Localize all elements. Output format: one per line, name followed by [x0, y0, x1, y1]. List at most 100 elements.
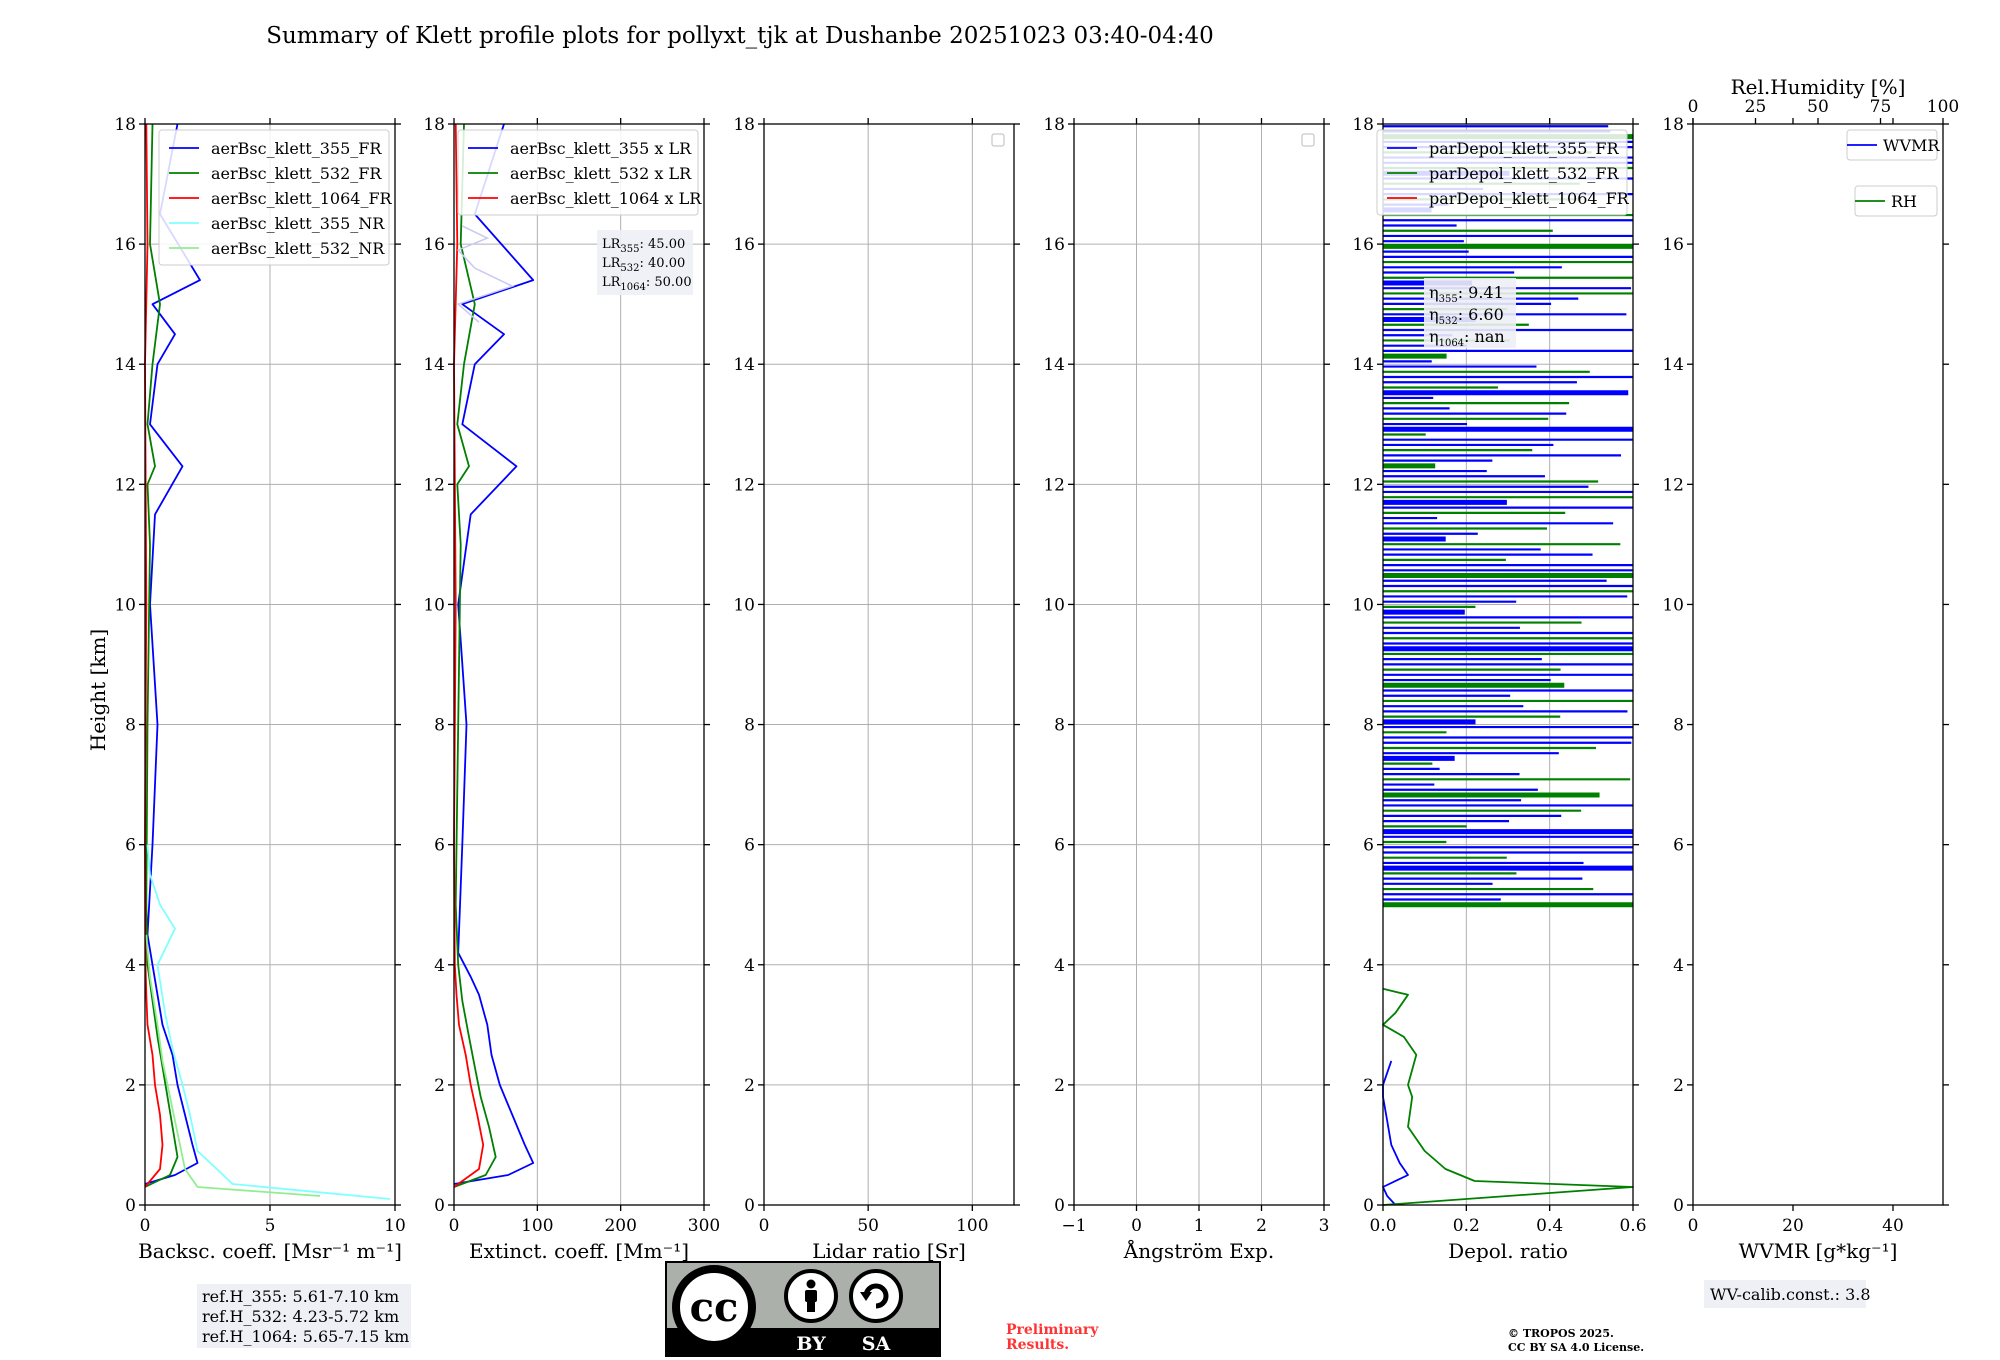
axes-frame [453, 123, 705, 1206]
x-tick-label: 40 [1882, 1216, 1904, 1236]
y-tick-label: 14 [1352, 355, 1374, 375]
reference-height-text: ref.H_532: 4.23-5.72 km [202, 1307, 399, 1326]
legend-box [1376, 129, 1628, 216]
series-line-aerBsc_klett_355_NR [146, 844, 391, 1200]
y-tick-label: 16 [1043, 235, 1065, 255]
y-tick-label: 4 [434, 956, 445, 976]
x2-tick-label: 0 [1688, 97, 1699, 117]
axes-frame [1382, 123, 1634, 1206]
annotation-value: : 50.00 [646, 275, 692, 290]
legend-RH: RH [1854, 185, 1938, 217]
y-tick-label: 6 [1054, 836, 1065, 856]
legend: aerBsc_klett_355 x LR aerBsc_klett_532 x … [457, 129, 702, 216]
legend-label: aerBsc_klett_355_FR [211, 139, 382, 158]
extinction-panel: 0 2 4 6 8 10 12 14 16 18 0 100 200 300 Extinct. coeff.… [423, 115, 720, 1263]
y-tick-label: 18 [114, 115, 136, 135]
axes-frame [1692, 123, 1944, 1206]
y-tick-label: 18 [423, 115, 445, 135]
y-tick-label: 8 [1054, 716, 1065, 736]
y-tick-label: 0 [125, 1196, 136, 1216]
x-axis-label: Ångström Exp. [1123, 1238, 1274, 1263]
empty-legend-box [1301, 133, 1315, 147]
y-tick-label: 14 [1662, 355, 1684, 375]
x-tick-label: 100 [956, 1216, 988, 1236]
depol-cloud-streaks [1383, 125, 1633, 908]
reference-height-text: ref.H_1064: 5.65-7.15 km [202, 1327, 409, 1346]
annotation-value: : nan [1464, 327, 1505, 346]
x2-tick-label: 25 [1745, 97, 1767, 117]
x-tick-label: 300 [688, 1216, 720, 1236]
series-line-parDepol_klett_532_FR [1382, 987, 1634, 1206]
annotation-line: η1064: nan [1429, 327, 1505, 349]
series-line-aerBsc_klett_355_FR [144, 123, 201, 1185]
y-tick-label: 10 [1043, 595, 1065, 615]
x-tick-label: 50 [857, 1216, 879, 1236]
copyright-line-2: CC BY SA 4.0 License. [1508, 1341, 1644, 1354]
preliminary-line-1: Preliminary [1006, 1322, 1099, 1338]
x2-tick-label: 50 [1807, 97, 1829, 117]
y-tick-label: 6 [1673, 836, 1684, 856]
annotation-base: η [1429, 327, 1439, 346]
y-tick-label: 0 [1363, 1196, 1374, 1216]
y-tick-label: 8 [1363, 716, 1374, 736]
y-tick-label: 14 [114, 355, 136, 375]
x-tick-label: −1 [1061, 1216, 1086, 1236]
x-tick-label: 3 [1319, 1216, 1330, 1236]
series-line-aerBsc_klett_532_FR [144, 123, 179, 1188]
y-tick-label: 8 [744, 716, 755, 736]
annotation-subscript: 1064 [620, 282, 645, 293]
annotation-value: : 6.60 [1458, 305, 1504, 324]
y-tick-label: 2 [1673, 1076, 1684, 1096]
y-tick-label: 6 [744, 836, 755, 856]
y-tick-label: 14 [423, 355, 445, 375]
y-tick-label: 14 [1043, 355, 1065, 375]
y-tick-label: 16 [114, 235, 136, 255]
legend: parDepol_klett_355_FR parDepol_klett_532_… [1376, 129, 1630, 216]
legend-label: parDepol_klett_355_FR [1429, 139, 1620, 158]
y-tick-label: 6 [125, 836, 136, 856]
y-tick-label: 0 [1673, 1196, 1684, 1216]
x-tick-label: 0 [449, 1216, 460, 1236]
legend-label: WVMR [1883, 136, 1940, 155]
x-tick-label: 0 [1131, 1216, 1142, 1236]
annotation-line: LR355: 45.00 [602, 237, 685, 255]
x-tick-label: 5 [265, 1216, 276, 1236]
annotation-bg [197, 1284, 411, 1348]
annotation-subscript: 532 [1439, 316, 1458, 327]
legend-label: parDepol_klett_532_FR [1429, 164, 1620, 183]
y-tick-label: 4 [1363, 956, 1374, 976]
legend: aerBsc_klett_355_FR aerBsc_klett_532_FRae… [158, 129, 393, 266]
y-tick-label: 10 [1662, 595, 1684, 615]
annotation-value: : 45.00 [640, 237, 686, 252]
noise-line [456, 225, 515, 323]
y-tick-label: 10 [1352, 595, 1374, 615]
annotation-bg [1704, 1280, 1866, 1308]
series-line-aerBsc_klett_532_NR [145, 934, 321, 1197]
x-axis-label: WVMR [g*kg⁻¹] [1739, 1239, 1898, 1263]
x-axis-label: Lidar ratio [Sr] [812, 1239, 966, 1263]
y-tick-label: 18 [1352, 115, 1374, 135]
y-tick-label: 12 [114, 475, 136, 495]
x-tick-label: 10 [384, 1216, 406, 1236]
annotation-line: η532: 6.60 [1429, 305, 1504, 327]
y-tick-label: 8 [125, 716, 136, 736]
annotation-base: LR [602, 256, 622, 271]
sa-share-alike-icon [849, 1269, 903, 1323]
sa-label: SA [862, 1333, 891, 1355]
legend-WVMR: WVMR [1846, 129, 1940, 161]
annotation-subscript: 1064 [1439, 338, 1464, 349]
x2-tick-label: 100 [1927, 97, 1959, 117]
x-tick-label: 0 [759, 1216, 770, 1236]
lidar-ratio-panel: 0 2 4 6 8 10 12 14 16 18 0 50 100 Lidar ratio [Sr] [733, 115, 1020, 1263]
y-tick-label: 4 [744, 956, 755, 976]
annotation-base: LR [602, 237, 622, 252]
x2-axis-label: Rel.Humidity [%] [1731, 75, 1906, 99]
annotation-base: LR [602, 275, 622, 290]
x2-tick-label: 75 [1870, 97, 1892, 117]
x-tick-label: 100 [521, 1216, 553, 1236]
